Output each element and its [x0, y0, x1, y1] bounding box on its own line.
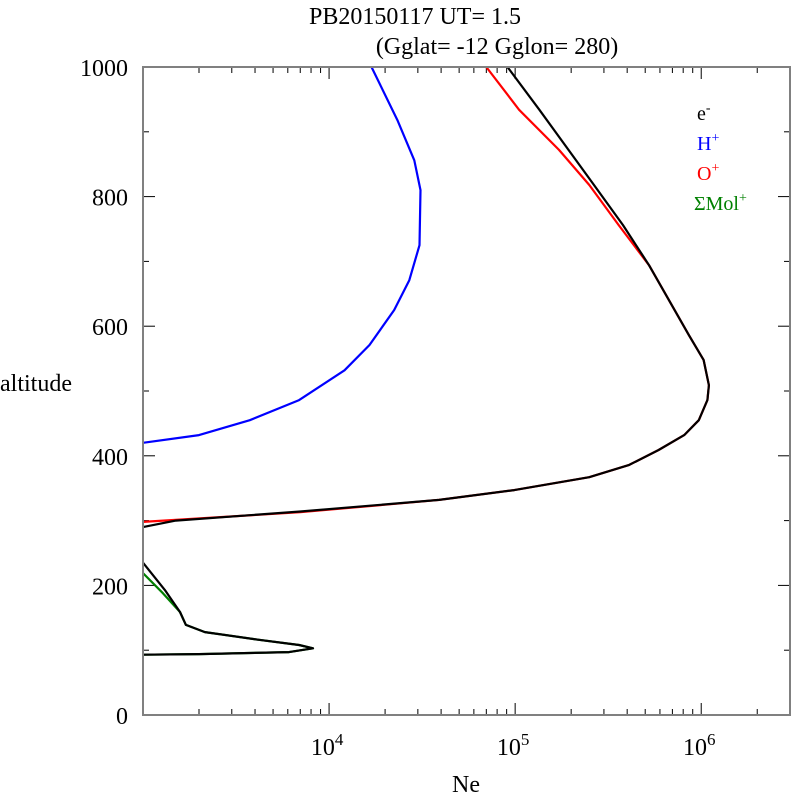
legend-superscript: +	[711, 131, 719, 146]
legend-label: e	[697, 103, 706, 125]
y-tick-label: 800	[92, 186, 128, 212]
y-tick-label: 0	[116, 704, 128, 730]
y-tick-label: 400	[92, 445, 128, 471]
plot-frame	[142, 66, 791, 716]
x-tick-label: 106	[683, 730, 716, 761]
series-line-h	[142, 66, 422, 444]
chart-title: PB20150117 UT= 1.5	[309, 4, 521, 30]
chart-subtitle: (Gglat= -12 Gglon= 280)	[376, 34, 618, 60]
y-tick-label: 1000	[80, 56, 128, 82]
legend-label: H	[697, 133, 711, 155]
legend-entry: O+	[697, 161, 719, 185]
legend-superscript: +	[711, 161, 719, 176]
x-tick-exponent: 4	[335, 730, 344, 749]
x-tick-base: 10	[311, 735, 335, 761]
y-tick-label: 200	[92, 574, 128, 600]
x-axis-label: Ne	[452, 772, 480, 796]
x-tick-base: 10	[683, 735, 707, 761]
x-tick-label: 105	[497, 730, 530, 761]
x-tick-base: 10	[497, 735, 521, 761]
x-tick-exponent: 6	[707, 730, 716, 749]
legend-label: ΣMol	[694, 193, 739, 215]
legend-entry: H+	[697, 131, 719, 155]
series-line-e	[142, 66, 710, 656]
legend-entry: e-	[697, 101, 711, 125]
legend-superscript: +	[739, 191, 747, 206]
legend-superscript: -	[706, 101, 711, 116]
x-tick-exponent: 5	[521, 730, 530, 749]
series-line-o	[142, 66, 710, 523]
legend-label: O	[697, 163, 711, 185]
y-tick-label: 600	[92, 315, 128, 341]
x-tick-label: 104	[311, 730, 344, 761]
legend-entry: ΣMol+	[694, 191, 747, 215]
y-axis-label: altitude	[0, 371, 72, 397]
